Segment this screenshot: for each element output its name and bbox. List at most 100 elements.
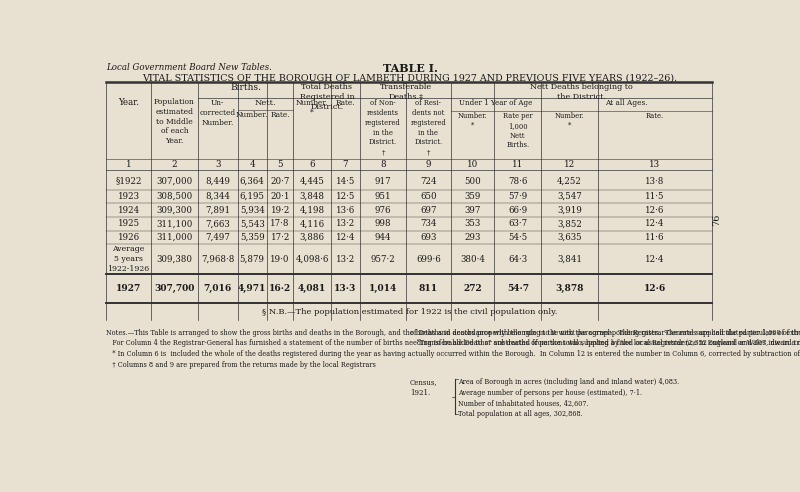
Text: 6,364: 6,364	[240, 177, 265, 185]
Text: 7,663: 7,663	[206, 219, 230, 228]
Text: 3,886: 3,886	[299, 233, 325, 242]
Text: 14·5: 14·5	[336, 177, 355, 185]
Text: 309,380: 309,380	[156, 255, 192, 264]
Text: 12: 12	[564, 160, 575, 169]
Text: 63·7: 63·7	[508, 219, 527, 228]
Text: 951: 951	[374, 192, 391, 201]
Text: 699·6: 699·6	[416, 255, 441, 264]
Text: 380·4: 380·4	[460, 255, 485, 264]
Text: 7,891: 7,891	[206, 206, 230, 215]
Text: 8,344: 8,344	[206, 192, 230, 201]
Text: 20·7: 20·7	[270, 177, 290, 185]
Text: 311,100: 311,100	[156, 219, 193, 228]
Text: 10: 10	[467, 160, 478, 169]
Text: 307,000: 307,000	[156, 177, 193, 185]
Text: 5,543: 5,543	[240, 219, 265, 228]
Text: 272: 272	[463, 284, 482, 293]
Text: Average number of persons per house (estimated), 7·1.: Average number of persons per house (est…	[458, 389, 642, 397]
Text: 998: 998	[374, 219, 391, 228]
Text: Number.: Number.	[236, 111, 268, 119]
Text: 3,878: 3,878	[555, 284, 584, 293]
Text: 734: 734	[420, 219, 437, 228]
Text: VITAL STATISTICS OF THE BOROUGH OF LAMBETH DURING 1927 AND PREVIOUS FIVE YEARS (: VITAL STATISTICS OF THE BOROUGH OF LAMBE…	[142, 73, 678, 82]
Text: 957·2: 957·2	[370, 255, 395, 264]
Text: 1923: 1923	[118, 192, 139, 201]
Text: 3,547: 3,547	[558, 192, 582, 201]
Text: 4,081: 4,081	[298, 284, 326, 293]
Text: TABLE I.: TABLE I.	[382, 63, 438, 74]
Text: of Non-
residents
registered
in the
District.
†: of Non- residents registered in the Dist…	[365, 99, 401, 156]
Text: 1: 1	[126, 160, 131, 169]
Text: 76: 76	[712, 214, 721, 226]
Text: Nett Deaths belonging to
the District.: Nett Deaths belonging to the District.	[530, 83, 633, 101]
Text: 1926: 1926	[118, 233, 139, 242]
Text: Under 1 Year of Age: Under 1 Year of Age	[459, 99, 533, 107]
Text: 309,300: 309,300	[156, 206, 192, 215]
Text: 3,841: 3,841	[557, 255, 582, 264]
Text: Average
5 years
1922-1926: Average 5 years 1922-1926	[107, 246, 150, 273]
Text: 397: 397	[465, 206, 481, 215]
Text: 66·9: 66·9	[508, 206, 527, 215]
Text: Rate.: Rate.	[270, 111, 290, 119]
Text: Rate.: Rate.	[336, 99, 355, 107]
Text: 697: 697	[420, 206, 437, 215]
Text: 12·6: 12·6	[646, 206, 665, 215]
Text: 8: 8	[380, 160, 386, 169]
Text: Total population at all ages, 302,868.: Total population at all ages, 302,868.	[458, 410, 583, 418]
Text: 20·1: 20·1	[270, 192, 290, 201]
Text: 57·9: 57·9	[508, 192, 527, 201]
Text: 13·3: 13·3	[334, 284, 357, 293]
Text: 4: 4	[250, 160, 255, 169]
Text: 6: 6	[310, 160, 315, 169]
Text: 917: 917	[374, 177, 391, 185]
Text: 7,016: 7,016	[204, 284, 232, 293]
Text: 3,852: 3,852	[558, 219, 582, 228]
Text: Number of inhabitated houses, 42,607.: Number of inhabitated houses, 42,607.	[458, 399, 589, 407]
Text: 7,968·8: 7,968·8	[201, 255, 234, 264]
Text: 12·4: 12·4	[646, 255, 665, 264]
Text: 311,000: 311,000	[156, 233, 193, 242]
Text: 13·6: 13·6	[336, 206, 355, 215]
Text: 3: 3	[215, 160, 221, 169]
Text: 17·2: 17·2	[270, 233, 290, 242]
Text: 3,635: 3,635	[558, 233, 582, 242]
Text: Notes.—This Table is arranged to show the gross births and deaths in the Borough: Notes.—This Table is arranged to show th…	[106, 329, 800, 369]
Text: Census,
1921.: Census, 1921.	[410, 378, 438, 397]
Text: 2: 2	[171, 160, 178, 169]
Text: of Resi-
dents not
registered
in the
District.
†: of Resi- dents not registered in the Dis…	[410, 99, 446, 156]
Text: 64·3: 64·3	[508, 255, 527, 264]
Text: Year.: Year.	[118, 98, 139, 107]
Text: Total Deaths
Registered in
District.: Total Deaths Registered in District.	[299, 83, 354, 111]
Text: 307,700: 307,700	[154, 284, 194, 293]
Text: Transferable
Deaths.‡: Transferable Deaths.‡	[379, 83, 432, 101]
Text: Rate per
1,000
Nett
Births.: Rate per 1,000 Nett Births.	[503, 112, 533, 150]
Text: 4,098·6: 4,098·6	[295, 255, 329, 264]
Text: 13·2: 13·2	[336, 255, 355, 264]
Text: 693: 693	[420, 233, 437, 242]
Text: Births.: Births.	[230, 83, 261, 92]
Text: Population
estimated
to Middle
of each
Year.: Population estimated to Middle of each Y…	[154, 98, 195, 145]
Text: 13·2: 13·2	[336, 219, 355, 228]
Text: 19·0: 19·0	[270, 255, 290, 264]
Text: 4,198: 4,198	[299, 206, 325, 215]
Text: 6,195: 6,195	[240, 192, 265, 201]
Text: 308,500: 308,500	[156, 192, 193, 201]
Text: 19·2: 19·2	[270, 206, 290, 215]
Text: 5,934: 5,934	[240, 206, 265, 215]
Text: 4,971: 4,971	[238, 284, 266, 293]
Text: Number.
*: Number. *	[554, 112, 585, 130]
Text: 7,497: 7,497	[206, 233, 230, 242]
Text: 11: 11	[512, 160, 523, 169]
Text: 944: 944	[374, 233, 391, 242]
Text: 9: 9	[426, 160, 431, 169]
Text: 5,359: 5,359	[240, 233, 265, 242]
Text: 78·6: 78·6	[508, 177, 527, 185]
Text: § N.B.—The population estimated for 1922 is the civil population only.: § N.B.—The population estimated for 1922…	[262, 308, 558, 316]
Text: 4,252: 4,252	[558, 177, 582, 185]
Text: 7: 7	[342, 160, 348, 169]
Text: 1924: 1924	[118, 206, 139, 215]
Text: 3,848: 3,848	[299, 192, 325, 201]
Text: 1927: 1927	[116, 284, 141, 293]
Text: 724: 724	[420, 177, 437, 185]
Text: 293: 293	[465, 233, 481, 242]
